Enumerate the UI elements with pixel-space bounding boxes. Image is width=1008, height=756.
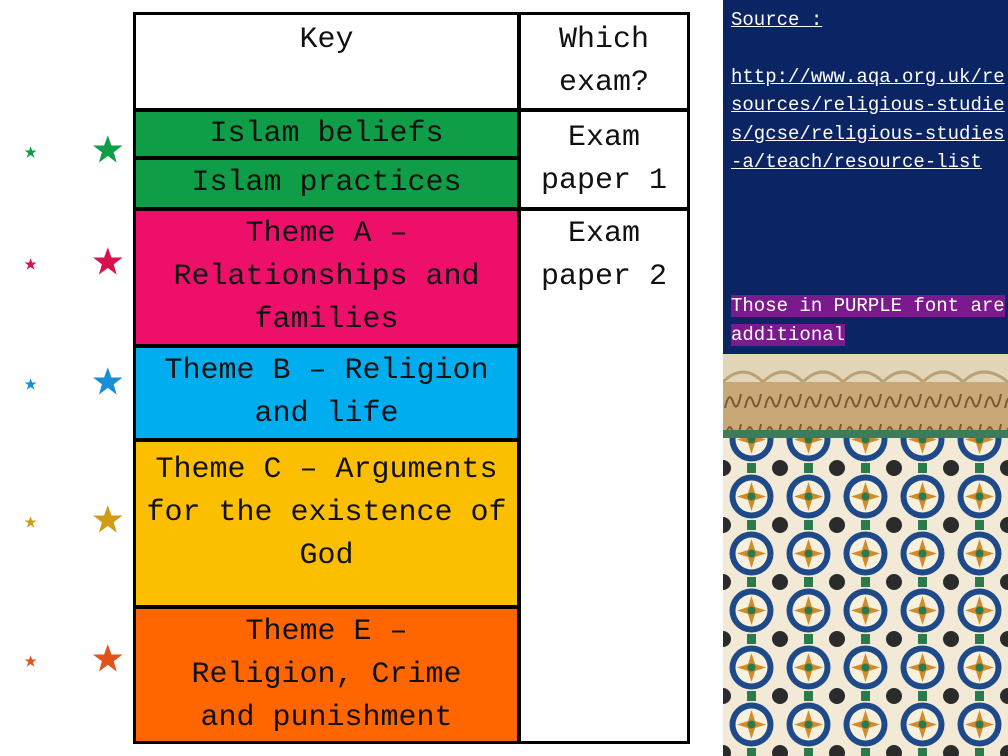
header-exam: Which exam? — [521, 15, 687, 108]
exam-paper-2: Exam paper 2 — [540, 217, 668, 294]
divider — [136, 207, 687, 211]
crescent-icons-green — [0, 113, 132, 193]
crescent-star-icon — [15, 506, 37, 538]
divider — [136, 108, 687, 112]
divider — [136, 438, 517, 442]
header-key-text: Key — [299, 23, 354, 57]
crescent-star-icon — [78, 352, 123, 412]
divider — [517, 15, 521, 741]
crescent-icons-gold — [0, 483, 132, 563]
crescent-icons-pink — [0, 225, 132, 305]
source-panel: Source : http://www.aqa.org.uk/resources… — [723, 0, 1008, 756]
divider — [136, 344, 517, 348]
divider — [136, 605, 517, 609]
header-key: Key — [136, 15, 517, 108]
row-islam-practices: Islam practices — [136, 160, 517, 207]
crescent-star-icon — [78, 232, 123, 292]
purple-note: Those in PURPLE font are additional — [731, 292, 1006, 349]
row-theme-a: Theme A – Relationships and families — [136, 211, 517, 344]
row-theme-c: Theme C – Arguments for the existence of… — [136, 442, 517, 605]
row-theme-b: Theme B – Religion and life — [136, 348, 517, 438]
source-label: Source : — [731, 9, 823, 31]
key-table: Key Which exam? Islam beliefs Islam prac… — [133, 12, 690, 744]
crescent-icons-orange — [0, 622, 132, 702]
crescent-star-icon — [15, 645, 37, 677]
purple-note-text: Those in PURPLE font are additional — [731, 295, 1005, 346]
source-block: Source : http://www.aqa.org.uk/resources… — [731, 6, 1006, 177]
crescent-star-icon — [15, 136, 37, 168]
crescent-icons-blue — [0, 345, 132, 425]
header-exam-text: Which exam? — [558, 22, 649, 100]
crescent-star-icon — [15, 368, 37, 400]
row-theme-e: Theme E – Religion, Crime and punishment — [136, 609, 517, 741]
crescent-star-icon — [15, 248, 37, 280]
source-link[interactable]: http://www.aqa.org.uk/resources/religiou… — [731, 65, 1005, 174]
crescent-star-icon — [78, 120, 123, 180]
mosaic-tile-image — [723, 354, 1008, 756]
row-islam-beliefs: Islam beliefs — [136, 112, 517, 156]
divider — [136, 156, 517, 160]
crescent-star-icon — [78, 490, 123, 550]
exam-paper-1: Exam paper 1 — [540, 120, 668, 198]
crescent-star-icon — [78, 629, 123, 689]
